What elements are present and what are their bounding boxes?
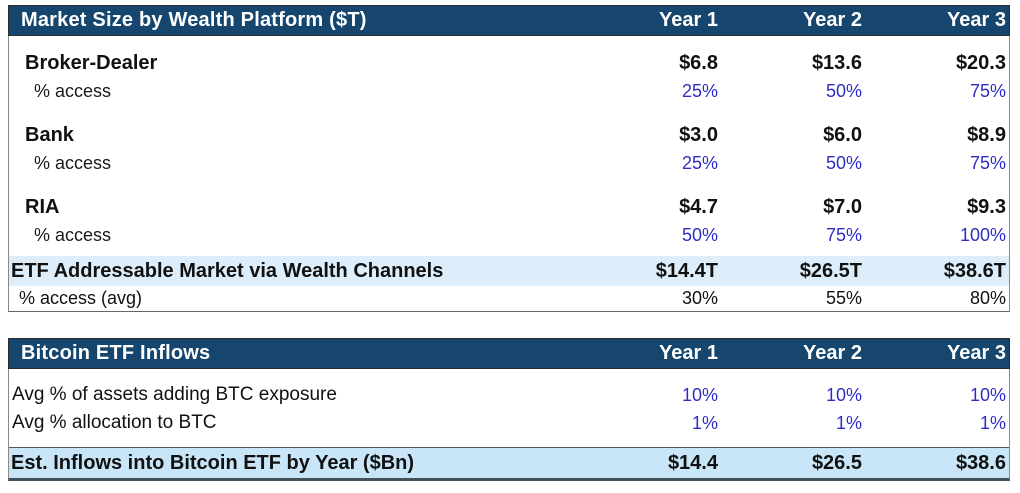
table1-col-year3: Year 3 <box>947 9 1006 31</box>
cell-value: $13.6 <box>811 51 862 74</box>
row-label: Bank <box>25 123 74 146</box>
table-row-broker-dealer-access: % access 25% 50% 75% <box>9 78 1009 104</box>
input-cell[interactable]: 75% <box>825 224 862 245</box>
table-row-access-avg: % access (avg) 30% 55% 80% <box>9 286 1009 311</box>
input-cell[interactable]: 10% <box>681 384 718 405</box>
row-spacer <box>9 176 1009 192</box>
input-cell[interactable]: 50% <box>681 224 718 245</box>
row-label: Avg % of assets adding BTC exposure <box>12 384 337 405</box>
cell-value: 80% <box>969 288 1006 308</box>
row-label: Est. Inflows into Bitcoin ETF by Year ($… <box>11 451 415 474</box>
cell-value: $7.0 <box>823 195 862 218</box>
row-label: Avg % allocation to BTC <box>12 412 217 433</box>
row-spacer <box>9 104 1009 120</box>
input-cell[interactable]: 100% <box>959 224 1006 245</box>
cell-value: $38.6 <box>955 451 1006 474</box>
table-row-ria: RIA $4.7 $7.0 $9.3 <box>9 192 1009 222</box>
cell-value: $14.4T <box>655 259 718 282</box>
market-size-table: Market Size by Wealth Platform ($T) Year… <box>8 5 1010 312</box>
cell-value: $38.6T <box>943 259 1006 282</box>
row-label: Broker-Dealer <box>25 51 158 74</box>
table-row-bank: Bank $3.0 $6.0 $8.9 <box>9 120 1009 150</box>
table-row-etf-addressable-total: ETF Addressable Market via Wealth Channe… <box>9 256 1009 286</box>
input-cell[interactable]: 1% <box>835 412 862 433</box>
input-cell[interactable]: 25% <box>681 80 718 101</box>
table-row-broker-dealer: Broker-Dealer $6.8 $13.6 $20.3 <box>9 48 1009 78</box>
cell-value: 55% <box>825 288 862 308</box>
cell-value: $14.4 <box>667 451 718 474</box>
cell-value: $8.9 <box>967 123 1006 146</box>
cell-value: $4.7 <box>679 195 718 218</box>
row-label: % access (avg) <box>19 288 143 308</box>
market-size-table-header: Market Size by Wealth Platform ($T) Year… <box>8 5 1010 36</box>
cell-value: $26.5 <box>811 451 862 474</box>
row-label: RIA <box>25 195 60 218</box>
market-size-table-title: Market Size by Wealth Platform ($T) <box>21 9 367 31</box>
table-row-btc-exposure: Avg % of assets adding BTC exposure 10% … <box>9 381 1009 409</box>
row-label: % access <box>34 152 112 173</box>
table2-col-year2: Year 2 <box>803 342 862 364</box>
table1-col-year1: Year 1 <box>659 9 718 31</box>
cell-value: $20.3 <box>955 51 1006 74</box>
table-row-ria-access: % access 50% 75% 100% <box>9 222 1009 248</box>
cell-value: $6.8 <box>679 51 718 74</box>
input-cell[interactable]: 1% <box>691 412 718 433</box>
input-cell[interactable]: 50% <box>825 80 862 101</box>
cell-value: $6.0 <box>823 123 862 146</box>
input-cell[interactable]: 75% <box>969 80 1006 101</box>
spreadsheet-area: Market Size by Wealth Platform ($T) Year… <box>8 5 1010 481</box>
row-label: ETF Addressable Market via Wealth Channe… <box>11 259 444 282</box>
cell-value: $3.0 <box>679 123 718 146</box>
row-spacer <box>9 248 1009 256</box>
table-row-est-inflows-total: Est. Inflows into Bitcoin ETF by Year ($… <box>9 447 1009 478</box>
bitcoin-etf-inflows-table: Bitcoin ETF Inflows Year 1 Year 2 Year 3… <box>8 338 1010 481</box>
cell-value: $26.5T <box>799 259 862 282</box>
bitcoin-etf-table-header: Bitcoin ETF Inflows Year 1 Year 2 Year 3 <box>8 338 1010 369</box>
cell-value: 30% <box>681 288 718 308</box>
row-label: % access <box>34 224 112 245</box>
input-cell[interactable]: 75% <box>969 152 1006 173</box>
market-size-table-body: Broker-Dealer $6.8 $13.6 $20.3 % access … <box>8 36 1010 312</box>
table2-col-year1: Year 1 <box>659 342 718 364</box>
cell-value: $9.3 <box>967 195 1006 218</box>
table2-col-year3: Year 3 <box>947 342 1006 364</box>
input-cell[interactable]: 10% <box>969 384 1006 405</box>
table-row-bank-access: % access 25% 50% 75% <box>9 150 1009 176</box>
table1-col-year2: Year 2 <box>803 9 862 31</box>
table-row-btc-allocation: Avg % allocation to BTC 1% 1% 1% <box>9 409 1009 437</box>
bitcoin-etf-table-body: Avg % of assets adding BTC exposure 10% … <box>8 369 1010 481</box>
row-label: % access <box>34 80 112 101</box>
input-cell[interactable]: 10% <box>825 384 862 405</box>
input-cell[interactable]: 50% <box>825 152 862 173</box>
input-cell[interactable]: 1% <box>979 412 1006 433</box>
input-cell[interactable]: 25% <box>681 152 718 173</box>
bitcoin-etf-table-title: Bitcoin ETF Inflows <box>21 342 211 364</box>
